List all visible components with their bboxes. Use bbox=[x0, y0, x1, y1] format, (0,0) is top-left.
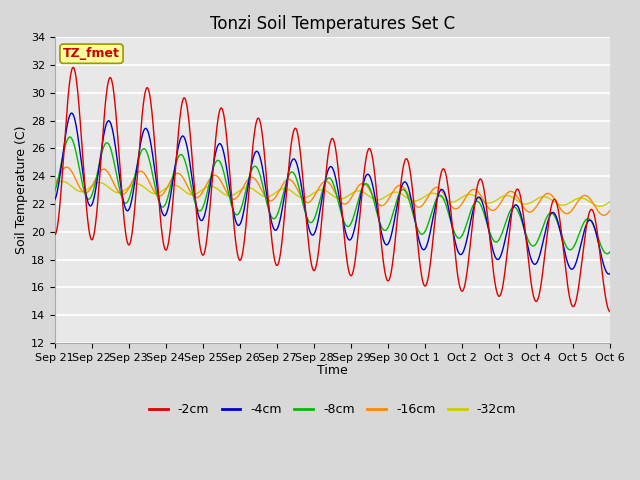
Legend: -2cm, -4cm, -8cm, -16cm, -32cm: -2cm, -4cm, -8cm, -16cm, -32cm bbox=[144, 398, 521, 421]
Title: Tonzi Soil Temperatures Set C: Tonzi Soil Temperatures Set C bbox=[210, 15, 455, 33]
Y-axis label: Soil Temperature (C): Soil Temperature (C) bbox=[15, 126, 28, 254]
X-axis label: Time: Time bbox=[317, 364, 348, 377]
Text: TZ_fmet: TZ_fmet bbox=[63, 47, 120, 60]
